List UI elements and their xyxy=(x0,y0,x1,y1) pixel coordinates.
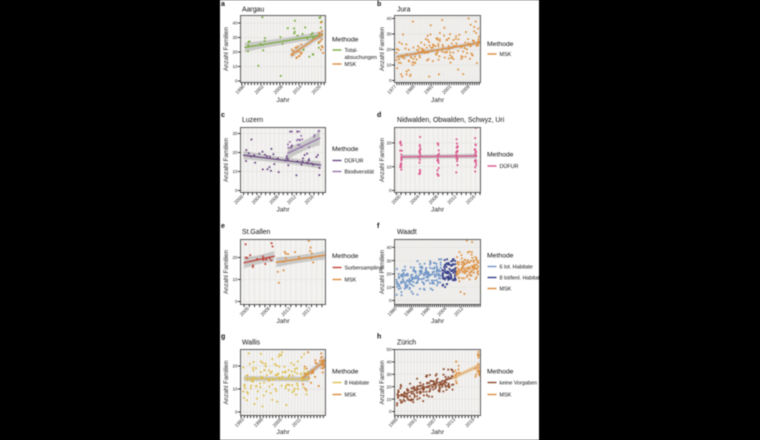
svg-text:d: d xyxy=(377,112,381,119)
svg-text:50: 50 xyxy=(386,347,392,352)
svg-text:DÜFUR: DÜFUR xyxy=(500,163,519,170)
svg-text:Luzern: Luzern xyxy=(242,117,263,124)
svg-text:20: 20 xyxy=(386,141,392,146)
svg-text:Methode: Methode xyxy=(487,152,514,159)
svg-text:Jahr: Jahr xyxy=(431,429,445,436)
svg-text:10: 10 xyxy=(386,63,392,68)
svg-text:30: 30 xyxy=(386,258,392,263)
svg-text:Methode: Methode xyxy=(332,369,359,376)
svg-text:Methode: Methode xyxy=(332,146,359,153)
svg-text:2011: 2011 xyxy=(291,417,303,429)
svg-text:20: 20 xyxy=(232,150,238,155)
svg-text:Aargau: Aargau xyxy=(242,7,264,14)
svg-text:20: 20 xyxy=(232,364,238,369)
svg-text:MSK: MSK xyxy=(345,278,357,284)
svg-text:40: 40 xyxy=(232,21,238,26)
svg-text:30: 30 xyxy=(232,35,238,40)
svg-text:40: 40 xyxy=(386,360,392,365)
svg-text:8 Habitate: 8 Habitate xyxy=(345,381,370,387)
svg-text:Jahr: Jahr xyxy=(431,318,445,325)
svg-text:0: 0 xyxy=(389,298,392,303)
svg-text:10: 10 xyxy=(386,285,392,290)
svg-text:10: 10 xyxy=(386,397,392,402)
svg-text:a: a xyxy=(221,1,225,8)
svg-text:Anzahl Familien: Anzahl Familien xyxy=(223,26,230,71)
svg-text:20: 20 xyxy=(232,255,238,260)
svg-text:Zürich: Zürich xyxy=(397,340,416,347)
svg-text:Jahr: Jahr xyxy=(431,97,445,104)
svg-text:Anzahl Familien: Anzahl Familien xyxy=(379,137,386,182)
svg-text:10: 10 xyxy=(386,164,392,169)
svg-text:10: 10 xyxy=(232,277,238,282)
svg-text:Methode: Methode xyxy=(332,253,359,260)
svg-text:0: 0 xyxy=(389,409,392,414)
svg-text:Biodiversität: Biodiversität xyxy=(345,170,375,176)
svg-text:30: 30 xyxy=(232,131,238,136)
svg-text:20: 20 xyxy=(386,384,392,389)
svg-text:Wallis: Wallis xyxy=(242,340,261,347)
svg-text:MSK: MSK xyxy=(345,393,357,399)
svg-text:Methode: Methode xyxy=(487,253,514,260)
svg-text:MSK: MSK xyxy=(345,62,357,68)
svg-text:Jahr: Jahr xyxy=(276,318,290,325)
svg-text:30: 30 xyxy=(386,32,392,37)
svg-text:0: 0 xyxy=(235,410,238,415)
svg-text:h: h xyxy=(377,334,381,341)
svg-text:Anzahl Familien: Anzahl Familien xyxy=(379,26,386,71)
svg-text:20: 20 xyxy=(386,47,392,52)
svg-text:Methode: Methode xyxy=(332,37,359,44)
svg-text:6 lot. Habitate: 6 lot. Habitate xyxy=(500,265,533,271)
svg-text:Anzahl Familien: Anzahl Familien xyxy=(223,249,230,294)
svg-text:Jahr: Jahr xyxy=(276,97,290,104)
svg-text:g: g xyxy=(221,334,225,341)
svg-text:Nidwalden, Obwalden, Schwyz, U: Nidwalden, Obwalden, Schwyz, Uri xyxy=(397,117,505,124)
svg-text:30: 30 xyxy=(386,372,392,377)
svg-text:Jahr: Jahr xyxy=(431,207,445,214)
svg-text:Jahr: Jahr xyxy=(276,207,290,214)
svg-text:40: 40 xyxy=(386,245,392,250)
svg-text:0: 0 xyxy=(235,299,238,304)
svg-text:b: b xyxy=(377,1,381,8)
svg-text:Jura: Jura xyxy=(397,7,411,14)
svg-text:Anzahl Familien: Anzahl Familien xyxy=(379,360,386,405)
svg-text:0: 0 xyxy=(389,78,392,83)
svg-text:Total-: Total- xyxy=(345,48,358,54)
svg-text:0: 0 xyxy=(389,188,392,193)
svg-text:20: 20 xyxy=(386,272,392,277)
svg-text:20: 20 xyxy=(232,50,238,55)
svg-text:40: 40 xyxy=(386,16,392,21)
svg-text:e: e xyxy=(221,223,225,230)
svg-text:Surbersampling: Surbersampling xyxy=(345,266,383,272)
svg-text:MSK: MSK xyxy=(500,52,512,58)
svg-text:Methode: Methode xyxy=(487,369,514,376)
svg-text:f: f xyxy=(377,223,380,230)
svg-text:absuchungen: absuchungen xyxy=(345,55,377,61)
svg-text:St.Gallen: St.Gallen xyxy=(242,229,271,236)
svg-text:Anzahl Familien: Anzahl Familien xyxy=(379,249,386,294)
svg-text:Anzahl Familien: Anzahl Familien xyxy=(223,360,230,405)
svg-text:Waadt: Waadt xyxy=(397,229,417,236)
svg-text:DÜFUR: DÜFUR xyxy=(345,158,364,165)
svg-text:MSK: MSK xyxy=(500,287,512,293)
svg-text:Jahr: Jahr xyxy=(276,429,290,436)
svg-text:MSK: MSK xyxy=(500,393,512,399)
svg-text:Anzahl Familien: Anzahl Familien xyxy=(223,137,230,182)
svg-text:0: 0 xyxy=(235,79,238,84)
svg-text:10: 10 xyxy=(232,387,238,392)
svg-text:10: 10 xyxy=(232,169,238,174)
svg-text:c: c xyxy=(221,112,225,119)
svg-text:8 lot/lenl. Habitate: 8 lot/lenl. Habitate xyxy=(500,276,543,282)
svg-text:Methode: Methode xyxy=(487,41,514,48)
svg-text:10: 10 xyxy=(232,64,238,69)
svg-text:keine Vorgaben: keine Vorgaben xyxy=(500,381,537,387)
svg-text:0: 0 xyxy=(235,188,238,193)
